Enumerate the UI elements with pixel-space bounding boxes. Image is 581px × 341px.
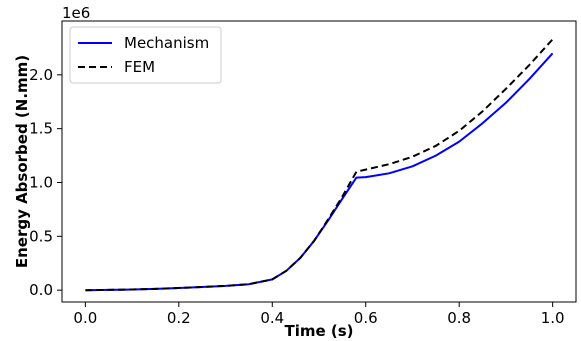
x-tick-label: 0.2 [167, 309, 191, 327]
series-line-fem [85, 38, 554, 292]
legend-box [69, 26, 222, 84]
legend: Mechanism FEM [69, 26, 222, 84]
y-axis-label: Energy Absorbed (N.mm) [13, 55, 31, 268]
y-tick-label: 0.5 [29, 227, 53, 245]
legend-label-fem: FEM [124, 58, 155, 76]
x-axis: 0.0 0.2 0.4 0.6 0.8 1.0 [73, 302, 565, 327]
x-axis-label: Time (s) [284, 322, 353, 340]
x-tick-label: 0.4 [260, 309, 284, 327]
plot-area [61, 20, 577, 303]
series-layer [85, 38, 554, 292]
y-tick-label: 1.5 [29, 120, 53, 138]
y-tick-label: 0.0 [29, 281, 53, 299]
y-tick-label: 1.0 [29, 173, 53, 191]
y-axis-offset-label: 1e6 [62, 4, 90, 22]
y-tick-label: 2.0 [29, 66, 53, 84]
legend-label-mechanism: Mechanism [124, 34, 209, 52]
x-tick-label: 0.6 [354, 309, 378, 327]
plot-frame [61, 20, 577, 303]
x-tick-label: 0.0 [73, 309, 97, 327]
x-tick-label: 0.8 [447, 309, 471, 327]
x-tick-label: 1.0 [541, 309, 565, 327]
y-axis: 0.0 0.5 1.0 1.5 2.0 [29, 66, 62, 299]
series-line-mechanism [85, 52, 554, 292]
